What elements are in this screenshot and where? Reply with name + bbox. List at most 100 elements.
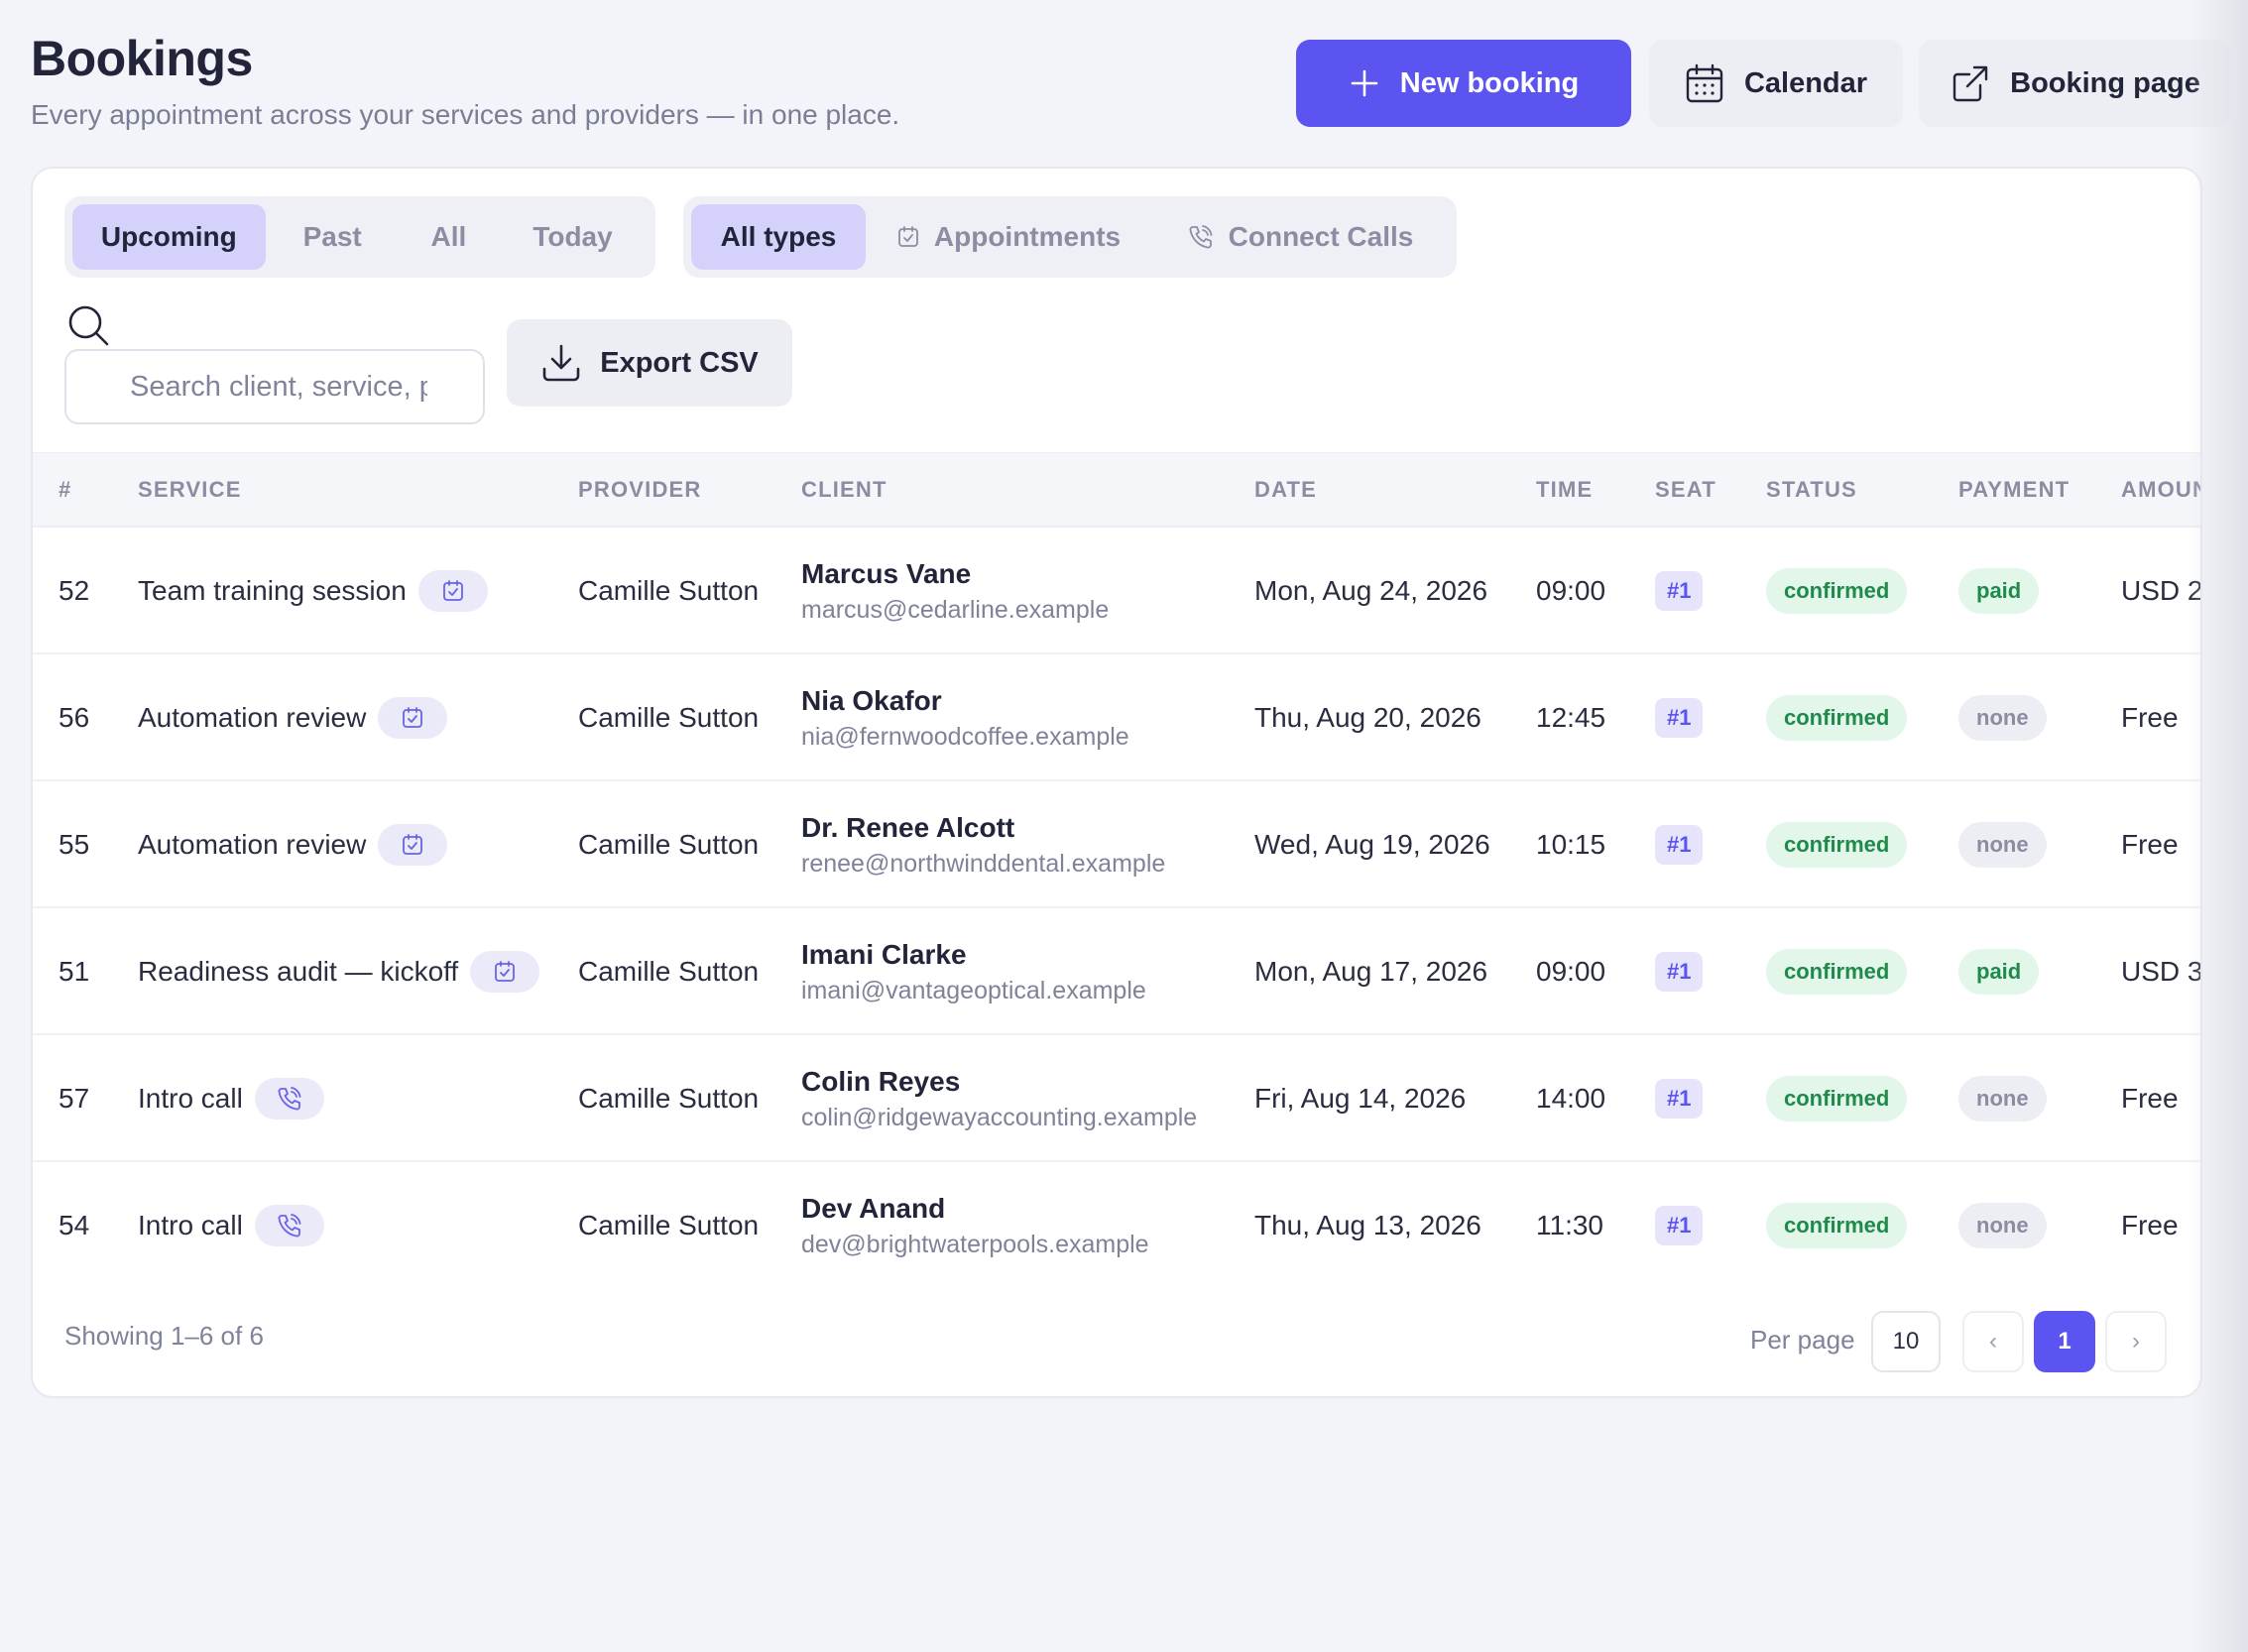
appointment-type-chip xyxy=(378,697,448,739)
payment-badge: paid xyxy=(1958,568,2040,614)
download-icon xyxy=(542,344,580,382)
column-header-client[interactable]: CLIENT xyxy=(801,477,887,502)
column-header-provider[interactable]: PROVIDER xyxy=(578,477,702,502)
client-email: nia@fernwoodcoffee.example xyxy=(801,722,1129,751)
row-seat: #1 xyxy=(1655,908,1704,1035)
type-filter-tabs: All types Appointments Connect Calls xyxy=(683,196,1457,278)
page-1-button[interactable]: 1 xyxy=(2034,1311,2095,1372)
row-payment: paid xyxy=(1958,528,2040,654)
row-service: Readiness audit — kickoff xyxy=(138,908,540,1035)
row-payment: paid xyxy=(1958,908,2040,1035)
search-field[interactable] xyxy=(64,349,485,424)
client-email: renee@northwinddental.example xyxy=(801,849,1166,878)
new-booking-label: New booking xyxy=(1399,66,1580,99)
row-date: Fri, Aug 14, 2026 xyxy=(1254,1083,1467,1114)
payment-badge: none xyxy=(1958,695,2047,741)
table-row[interactable]: 52 Team training session Camille Sutton … xyxy=(33,528,2200,654)
new-booking-button[interactable]: New booking xyxy=(1296,40,1631,127)
seat-badge: #1 xyxy=(1655,952,1704,992)
column-header-amount[interactable]: AMOUNT xyxy=(2121,477,2200,502)
booking-page-button[interactable]: Booking page xyxy=(1919,40,2232,127)
status-badge: confirmed xyxy=(1766,695,1908,741)
calendar-label: Calendar xyxy=(1743,66,1868,99)
tab-all-types-label: All types xyxy=(720,221,837,252)
phone-icon xyxy=(278,1087,301,1111)
bookings-card: Upcoming Past All Today All types Appoin… xyxy=(31,167,2202,1398)
tab-today[interactable]: Today xyxy=(498,204,648,270)
previous-page-button[interactable]: ‹ xyxy=(1962,1311,2024,1372)
payment-badge: paid xyxy=(1958,949,2040,995)
service-name: Automation review xyxy=(138,829,367,860)
service-name: Intro call xyxy=(138,1083,243,1114)
column-header-time[interactable]: TIME xyxy=(1536,477,1594,502)
export-csv-button[interactable]: Export CSV xyxy=(507,319,792,407)
row-client: Imani Clarke imani@vantageoptical.exampl… xyxy=(801,908,1146,1035)
row-time: 12:45 xyxy=(1536,702,1606,733)
row-client: Dr. Renee Alcott renee@northwinddental.e… xyxy=(801,781,1165,908)
row-service: Team training session xyxy=(138,528,488,654)
column-header-service[interactable]: SERVICE xyxy=(138,477,242,502)
calendar-check-icon xyxy=(897,226,918,247)
tab-all[interactable]: All xyxy=(400,204,498,270)
row-amount: Free xyxy=(2121,1083,2179,1114)
tab-all-label: All xyxy=(430,221,467,252)
tab-connect-calls[interactable]: Connect Calls xyxy=(1151,204,1449,270)
time-filter-tabs: Upcoming Past All Today xyxy=(64,196,655,278)
calendar-check-icon xyxy=(403,834,423,855)
service-name: Automation review xyxy=(138,702,367,733)
appointment-type-chip xyxy=(417,570,488,612)
row-payment: none xyxy=(1958,781,2047,908)
client-name: Colin Reyes xyxy=(801,1065,961,1097)
per-page-select[interactable]: 10 xyxy=(1871,1311,1941,1372)
row-payment: none xyxy=(1958,1162,2047,1289)
calendar-button[interactable]: Calendar xyxy=(1649,40,1903,127)
row-amount: Free xyxy=(2121,1210,2179,1240)
row-status: confirmed xyxy=(1766,1035,1908,1162)
payment-badge: none xyxy=(1958,822,2047,868)
next-page-button[interactable]: › xyxy=(2105,1311,2167,1372)
export-csv-label: Export CSV xyxy=(600,346,759,379)
row-provider: Camille Sutton xyxy=(578,1083,760,1114)
call-type-chip xyxy=(254,1205,324,1246)
row-payment: none xyxy=(1958,1035,2047,1162)
search-input[interactable] xyxy=(130,370,427,404)
row-amount: Free xyxy=(2121,829,2179,860)
client-name: Imani Clarke xyxy=(801,938,967,970)
tab-past[interactable]: Past xyxy=(266,204,400,270)
row-client: Colin Reyes colin@ridgewayaccounting.exa… xyxy=(801,1035,1197,1162)
tab-appointments-label: Appointments xyxy=(933,221,1122,252)
row-status: confirmed xyxy=(1766,528,1908,654)
page-title: Bookings xyxy=(31,31,253,86)
row-status: confirmed xyxy=(1766,781,1908,908)
row-id: 52 xyxy=(59,575,90,606)
status-badge: confirmed xyxy=(1766,949,1908,995)
page-subtitle: Every appointment across your services a… xyxy=(31,99,900,130)
service-name: Readiness audit — kickoff xyxy=(138,956,459,987)
row-service: Intro call xyxy=(138,1162,324,1289)
table-row[interactable]: 54 Intro call Camille Sutton Dev Anand d… xyxy=(33,1162,2200,1289)
column-header-payment[interactable]: PAYMENT xyxy=(1958,477,2071,502)
calendar-check-icon xyxy=(442,580,463,601)
tab-past-label: Past xyxy=(302,221,362,252)
tab-upcoming[interactable]: Upcoming xyxy=(72,204,266,270)
row-provider: Camille Sutton xyxy=(578,702,760,733)
column-header-date[interactable]: DATE xyxy=(1254,477,1318,502)
plus-icon xyxy=(1351,69,1378,97)
table-row[interactable]: 51 Readiness audit — kickoff Camille Sut… xyxy=(33,908,2200,1035)
row-seat: #1 xyxy=(1655,1162,1704,1289)
table-header: # SERVICE PROVIDER CLIENT DATE TIME SEAT… xyxy=(33,452,2200,528)
tab-all-types[interactable]: All types xyxy=(691,204,866,270)
table-row[interactable]: 55 Automation review Camille Sutton Dr. … xyxy=(33,781,2200,908)
column-header-seat[interactable]: SEAT xyxy=(1655,477,1716,502)
table-row[interactable]: 57 Intro call Camille Sutton Colin Reyes… xyxy=(33,1035,2200,1162)
service-name: Intro call xyxy=(138,1210,243,1240)
column-header-status[interactable]: STATUS xyxy=(1766,477,1857,502)
tab-appointments[interactable]: Appointments xyxy=(866,204,1151,270)
status-badge: confirmed xyxy=(1766,568,1908,614)
client-email: colin@ridgewayaccounting.example xyxy=(801,1103,1198,1131)
column-header-id[interactable]: # xyxy=(59,477,72,502)
row-service: Automation review xyxy=(138,781,448,908)
row-time: 11:30 xyxy=(1536,1210,1603,1240)
table-row[interactable]: 56 Automation review Camille Sutton Nia … xyxy=(33,654,2200,781)
row-date: Mon, Aug 17, 2026 xyxy=(1254,956,1488,987)
